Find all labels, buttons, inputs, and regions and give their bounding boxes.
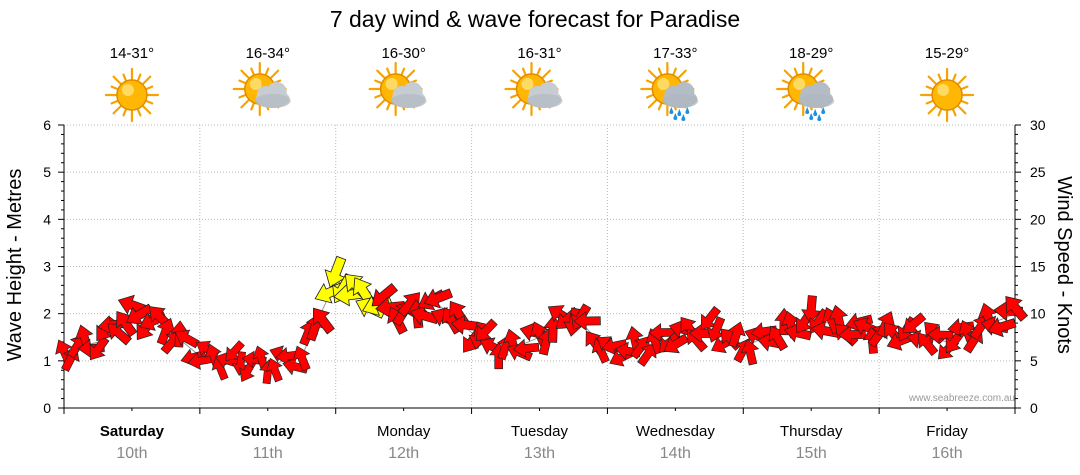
day-temperature: 17-33°: [653, 45, 697, 62]
left-axis-label: Wave Height - Metres: [4, 169, 26, 362]
day-date: 11th: [253, 445, 283, 462]
wind-arrow: [573, 311, 601, 331]
day-temperature: 16-34°: [246, 45, 290, 62]
wind-arrow: [801, 295, 822, 324]
day-temperature: 16-30°: [381, 45, 425, 62]
day-name: Tuesday: [511, 423, 568, 440]
wind-arrow: [727, 321, 746, 348]
left-tick-label: 0: [43, 400, 51, 416]
day-date: 13th: [524, 445, 555, 462]
right-tick-label: 0: [1030, 400, 1038, 416]
day-date: 16th: [932, 445, 963, 462]
day-name: Sunday: [241, 423, 296, 440]
day-name: Saturday: [100, 423, 165, 440]
left-tick-label: 1: [43, 353, 51, 369]
day-date: 10th: [116, 445, 147, 462]
wind-arrow: [292, 345, 311, 372]
rain-shower-icon: [776, 61, 835, 121]
wind-arrow: [423, 288, 454, 309]
wind-arrow: [663, 333, 690, 354]
day-temperature: 18-29°: [789, 45, 833, 62]
sunny-icon: [104, 67, 160, 123]
wind-arrow: [89, 335, 110, 361]
partly-cloudy-icon: [368, 61, 427, 117]
day-temperature: 14-31°: [110, 45, 154, 62]
wind-arrow: [475, 318, 498, 342]
grid-lines: [64, 124, 1015, 408]
left-tick-label: 4: [43, 211, 51, 227]
axes: 0 1 2 3 4 5 6 0 5 10 15 20 25 30: [43, 117, 1046, 416]
wind-arrow: [637, 342, 657, 367]
left-tick-label: 3: [43, 259, 51, 275]
left-tick-label: 2: [43, 306, 51, 322]
site-credit: www.seabreeze.com.au: [908, 393, 1015, 404]
left-tick-label: 6: [43, 117, 51, 133]
wind-arrow: [926, 325, 954, 345]
wind-arrows: [55, 255, 1029, 385]
day-temperature: 16-31°: [517, 45, 561, 62]
day-name: Friday: [926, 423, 968, 440]
chart-title: 7 day wind & wave forecast for Paradise: [330, 6, 740, 32]
right-tick-label: 20: [1030, 211, 1046, 227]
day-temperature: 15-29°: [925, 45, 969, 62]
day-name: Thursday: [780, 423, 843, 440]
wind-arrow: [1005, 296, 1029, 322]
wind-arrow: [740, 338, 760, 366]
day-date: 15th: [796, 445, 827, 462]
right-tick-label: 5: [1030, 353, 1038, 369]
rain-shower-icon: [640, 61, 699, 121]
wind-arrow: [266, 357, 283, 383]
right-axis-label: Wind Speed - Knots: [1053, 176, 1075, 354]
day-date: 14th: [660, 445, 691, 462]
right-tick-label: 10: [1030, 306, 1046, 322]
day-date: 12th: [388, 445, 419, 462]
partly-cloudy-icon: [504, 61, 563, 117]
right-tick-label: 15: [1030, 259, 1046, 275]
wind-arrow: [512, 338, 540, 358]
day-name: Monday: [377, 423, 431, 440]
day-name: Wednesday: [636, 423, 715, 440]
sunny-icon: [919, 67, 975, 123]
wind-arrow: [987, 317, 1017, 338]
daily-forecast-header: 14-31° Saturday 10th 16-34° Sunday 11th 16-30°…: [100, 45, 975, 462]
partly-cloudy-icon: [232, 61, 291, 117]
left-tick-label: 5: [43, 164, 51, 180]
right-tick-label: 30: [1030, 117, 1046, 133]
right-tick-label: 25: [1030, 164, 1046, 180]
wind-arrow: [313, 307, 335, 335]
